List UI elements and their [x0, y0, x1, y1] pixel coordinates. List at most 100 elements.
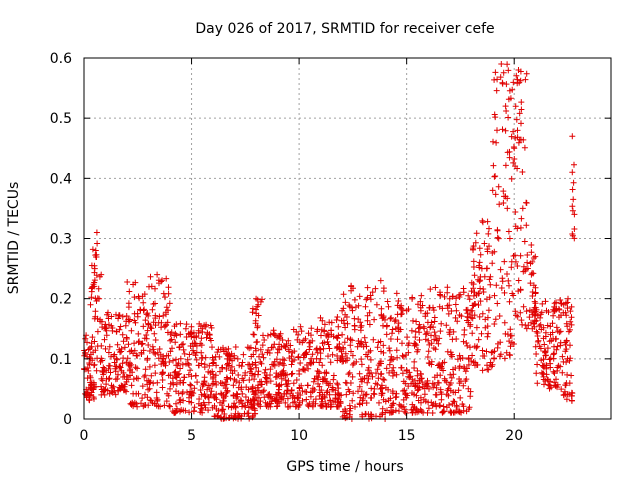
data-point — [336, 392, 343, 399]
data-point — [557, 342, 564, 349]
data-point — [512, 103, 519, 110]
data-point — [152, 370, 159, 377]
data-point — [403, 307, 410, 314]
data-point — [342, 299, 349, 306]
data-point — [281, 390, 288, 397]
data-point — [358, 338, 365, 345]
data-point — [295, 353, 302, 360]
data-point — [300, 337, 307, 344]
data-point — [251, 376, 258, 383]
data-point — [323, 378, 330, 385]
data-point — [297, 392, 304, 398]
data-point — [244, 344, 251, 351]
data-point — [496, 201, 503, 208]
data-point — [507, 95, 514, 102]
data-point — [527, 280, 534, 287]
data-point — [435, 362, 441, 369]
data-point — [235, 372, 242, 378]
data-point — [259, 342, 266, 349]
data-point — [391, 369, 398, 376]
data-point — [98, 375, 105, 382]
data-point — [544, 322, 551, 329]
data-point — [402, 352, 409, 359]
data-point — [425, 337, 432, 344]
data-point — [179, 361, 186, 368]
data-point — [176, 370, 183, 377]
data-point — [369, 373, 376, 380]
data-point — [267, 366, 274, 373]
data-point — [232, 404, 239, 411]
data-point — [373, 370, 379, 377]
x-tick-labels: 0 5 10 15 20 — [80, 428, 524, 444]
data-point — [155, 355, 162, 362]
data-point — [446, 302, 453, 309]
data-point — [437, 292, 444, 299]
data-point — [523, 200, 530, 206]
data-point — [131, 294, 138, 301]
data-point — [209, 344, 215, 351]
data-point — [128, 382, 135, 389]
data-point — [148, 397, 155, 404]
data-point — [330, 376, 337, 383]
data-point — [478, 265, 485, 272]
data-point — [242, 372, 248, 379]
data-point — [551, 300, 558, 307]
data-point — [479, 310, 486, 317]
data-point — [371, 385, 378, 392]
data-point — [392, 325, 399, 332]
data-point — [128, 327, 135, 334]
data-point — [485, 230, 492, 237]
data-point — [570, 179, 577, 186]
data-point — [347, 342, 354, 349]
data-point — [118, 367, 125, 374]
data-point — [534, 330, 541, 336]
data-point — [244, 399, 251, 406]
data-point — [401, 406, 408, 413]
data-point — [363, 400, 370, 406]
data-point — [444, 348, 451, 355]
data-point — [510, 159, 517, 166]
data-point — [324, 338, 331, 345]
data-point — [98, 318, 105, 325]
data-point — [571, 211, 578, 218]
data-point — [183, 321, 190, 328]
data-point — [130, 390, 137, 397]
data-point — [533, 370, 540, 377]
data-point — [511, 156, 518, 162]
data-point — [206, 362, 213, 369]
data-point — [414, 348, 421, 355]
data-point — [339, 307, 346, 314]
data-point — [414, 367, 421, 374]
data-point — [224, 387, 231, 394]
data-point — [179, 390, 186, 397]
data-point — [366, 370, 373, 377]
data-point — [201, 392, 208, 399]
data-point — [102, 345, 109, 352]
data-point — [256, 353, 262, 360]
data-point — [102, 325, 109, 332]
data-point — [261, 369, 268, 376]
data-point — [561, 388, 568, 395]
data-point — [475, 336, 482, 343]
data-point — [264, 349, 271, 356]
data-point — [469, 330, 476, 337]
data-point — [252, 317, 259, 324]
data-point — [134, 365, 141, 372]
data-point — [569, 133, 576, 140]
data-point — [346, 302, 353, 309]
data-point — [502, 162, 509, 169]
data-point — [500, 200, 507, 206]
data-point — [477, 251, 484, 258]
data-point — [169, 345, 175, 352]
data-point — [222, 379, 229, 386]
data-point — [368, 411, 375, 418]
data-point — [349, 361, 356, 368]
data-point — [153, 389, 160, 396]
data-point — [569, 390, 576, 397]
data-point — [381, 377, 388, 383]
data-point — [571, 235, 578, 242]
data-point — [89, 357, 96, 364]
data-point — [321, 369, 328, 376]
data-point — [411, 342, 418, 349]
data-point — [352, 304, 359, 311]
